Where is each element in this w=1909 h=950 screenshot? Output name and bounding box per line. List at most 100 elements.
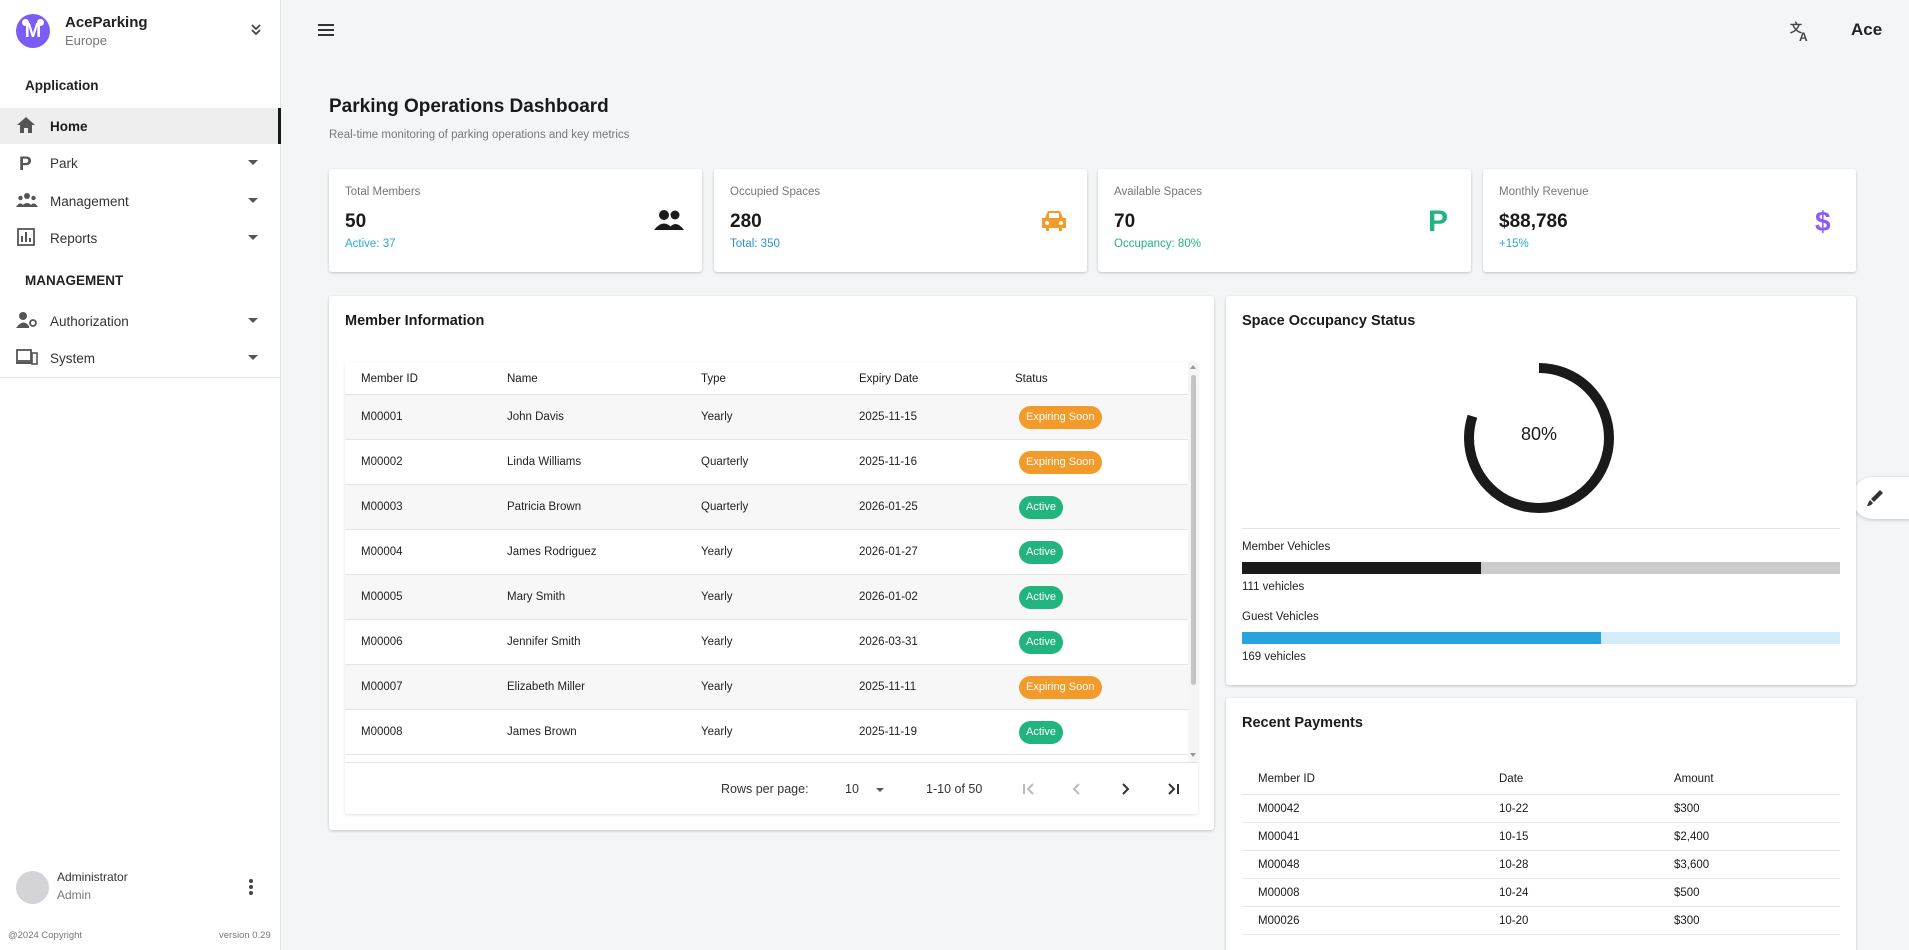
cell-name: John Davis (507, 411, 564, 423)
previous-page-button[interactable] (1067, 779, 1087, 799)
space-occupancy-title: Space Occupancy Status (1242, 313, 1416, 329)
scrollbar-thumb[interactable] (1191, 375, 1196, 685)
cell-member-id: M00006 (361, 636, 403, 648)
column-header-type[interactable]: Type (701, 373, 726, 385)
rows-per-page-select[interactable]: 10 (845, 782, 859, 796)
user-name: Administrator (57, 870, 128, 884)
parking-icon: P (16, 153, 38, 175)
first-page-button[interactable] (1019, 779, 1039, 799)
cell-type: Quarterly (701, 501, 749, 513)
sidebar-item-reports[interactable]: Reports (0, 220, 281, 256)
copyright: @2024 Copyright (8, 930, 83, 941)
guest-vehicles-bar (1242, 632, 1840, 644)
chevron-down-icon (248, 198, 258, 203)
cell-member-id: M00041 (1258, 831, 1300, 843)
menu-toggle-icon[interactable] (318, 22, 336, 40)
column-header-name[interactable]: Name (507, 373, 538, 385)
translate-icon[interactable]: 文 A (1790, 20, 1812, 44)
sidebar-item-label: Reports (50, 230, 98, 246)
chevron-down-icon (248, 355, 258, 360)
sidebar-item-home[interactable]: Home (0, 108, 281, 144)
member-vehicles-count: 111 vehicles (1242, 581, 1305, 593)
column-header-expiry-date[interactable]: Expiry Date (859, 373, 919, 385)
last-page-button[interactable] (1163, 779, 1183, 799)
chevron-down-icon[interactable] (876, 788, 884, 792)
user-profile[interactable]: Administrator Admin (16, 868, 266, 908)
table-row[interactable]: M00006 Jennifer Smith Yearly 2026-03-31 … (345, 620, 1188, 665)
occupancy-donut-arc (1464, 363, 1614, 513)
sidebar-item-management[interactable]: Management (0, 183, 281, 219)
stat-value: 70 (1114, 211, 1136, 232)
member-vehicles-bar-fill (1242, 562, 1482, 574)
stat-sub: +15% (1499, 238, 1529, 250)
table-row[interactable]: M00008 James Brown Yearly 2025-11-19 Act… (345, 710, 1188, 755)
table-row[interactable]: M00003 Patricia Brown Quarterly 2026-01-… (345, 485, 1188, 530)
chevron-down-icon (248, 235, 258, 240)
sidebar-item-label: Management (50, 193, 129, 209)
cell-name: James Rodriguez (507, 546, 597, 558)
status-badge: Active (1019, 631, 1063, 654)
home-icon (16, 116, 38, 136)
avatar[interactable] (16, 871, 49, 904)
member-vehicles-bar (1242, 562, 1840, 574)
user-role: Admin (57, 888, 92, 902)
column-header-status[interactable]: Status (1015, 373, 1048, 385)
sidebar: M AceParking Europe Application Home P P… (0, 0, 281, 950)
devices-icon (16, 348, 38, 368)
cell-member-id: M00007 (361, 681, 403, 693)
cell-expiry: 2026-01-25 (859, 501, 918, 513)
collapse-sidebar-icon[interactable] (246, 20, 266, 40)
cell-date: 10-20 (1499, 915, 1529, 927)
sidebar-item-authorization[interactable]: Authorization (0, 303, 281, 339)
cell-amount: $300 (1674, 915, 1700, 927)
sidebar-divider (0, 377, 281, 378)
top-user-label[interactable]: Ace (1851, 20, 1883, 39)
cell-member-id: M00048 (1258, 859, 1300, 871)
sidebar-item-label: Home (50, 118, 88, 134)
svg-text:P: P (1428, 206, 1448, 234)
sidebar-item-park[interactable]: P Park (0, 145, 281, 181)
table-row[interactable]: M00042 10-22 $300 (1242, 795, 1840, 823)
cell-type: Yearly (701, 726, 733, 738)
sidebar-item-label: Authorization (50, 313, 129, 329)
table-row[interactable]: M00007 Elizabeth Miller Yearly 2025-11-1… (345, 665, 1188, 710)
brand-name: AceParking (65, 14, 148, 31)
cell-member-id: M00002 (361, 456, 403, 468)
cell-type: Yearly (701, 546, 733, 558)
guest-vehicles-label: Guest Vehicles (1242, 611, 1319, 623)
people-icon (16, 191, 38, 211)
table-pagination: Rows per page: 10 1-10 of 50 (345, 762, 1198, 814)
svg-text:P: P (19, 154, 32, 173)
chevron-down-icon (248, 318, 258, 323)
table-row[interactable]: M00005 Mary Smith Yearly 2026-01-02 Acti… (345, 575, 1188, 620)
cell-amount: $500 (1674, 887, 1700, 899)
table-row[interactable]: M00004 James Rodriguez Yearly 2026-01-27… (345, 530, 1188, 575)
status-badge: Expiring Soon (1019, 406, 1102, 429)
stat-label: Occupied Spaces (730, 186, 821, 198)
cell-name: Linda Williams (507, 456, 582, 468)
brush-icon (1867, 490, 1883, 506)
status-badge: Active (1019, 586, 1063, 609)
cell-type: Quarterly (701, 456, 749, 468)
table-row[interactable]: M00041 10-15 $2,400 (1242, 823, 1840, 851)
table-header: Member ID Name Type Expiry Date Status (345, 362, 1188, 395)
next-page-button[interactable] (1115, 779, 1135, 799)
scroll-down-icon[interactable] (1190, 753, 1196, 757)
cell-expiry: 2026-01-02 (859, 591, 918, 603)
table-row[interactable]: M00048 10-28 $3,600 (1242, 851, 1840, 879)
brand-region: Europe (65, 33, 107, 48)
svg-text:文: 文 (1790, 20, 1803, 35)
more-vert-icon[interactable] (248, 878, 254, 896)
stat-value: 50 (345, 211, 367, 232)
theme-edit-button[interactable] (1852, 477, 1909, 519)
column-header-member-id: Member ID (1258, 773, 1315, 785)
table-row[interactable]: M00026 10-20 $300 (1242, 907, 1840, 935)
status-badge: Active (1019, 541, 1063, 564)
table-row[interactable]: M00002 Linda Williams Quarterly 2025-11-… (345, 440, 1188, 485)
scroll-up-icon[interactable] (1190, 365, 1196, 369)
column-header-member-id[interactable]: Member ID (361, 373, 418, 385)
sidebar-item-system[interactable]: System (0, 340, 281, 376)
table-row[interactable]: M00001 John Davis Yearly 2025-11-15 Expi… (345, 395, 1188, 440)
table-row[interactable]: M00008 10-24 $500 (1242, 879, 1840, 907)
cell-type: Yearly (701, 681, 733, 693)
